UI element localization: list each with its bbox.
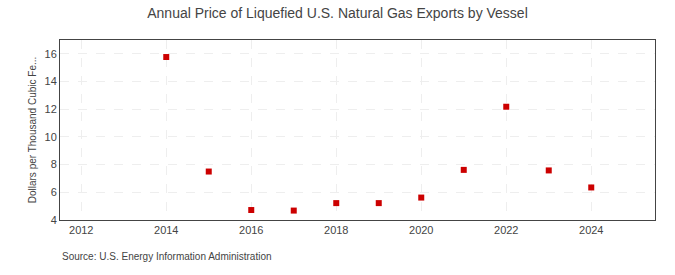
svg-text:Dollars per Thousand Cubic Fe.: Dollars per Thousand Cubic Fe...	[27, 57, 38, 204]
svg-text:2014: 2014	[154, 224, 178, 236]
svg-text:Source: U.S. Energy Informatio: Source: U.S. Energy Information Administ…	[62, 251, 272, 262]
svg-text:2016: 2016	[239, 224, 263, 236]
svg-text:10: 10	[45, 131, 57, 143]
svg-text:12: 12	[45, 103, 57, 115]
svg-text:2024: 2024	[579, 224, 603, 236]
svg-text:2012: 2012	[69, 224, 93, 236]
svg-text:8: 8	[51, 158, 57, 170]
svg-text:2022: 2022	[494, 224, 518, 236]
svg-text:14: 14	[45, 75, 57, 87]
svg-text:2018: 2018	[324, 224, 348, 236]
svg-text:4: 4	[51, 214, 57, 226]
svg-text:16: 16	[45, 48, 57, 60]
svg-text:6: 6	[51, 186, 57, 198]
svg-text:Annual Price of Liquefied U.S.: Annual Price of Liquefied U.S. Natural G…	[147, 5, 528, 21]
svg-text:2020: 2020	[409, 224, 433, 236]
